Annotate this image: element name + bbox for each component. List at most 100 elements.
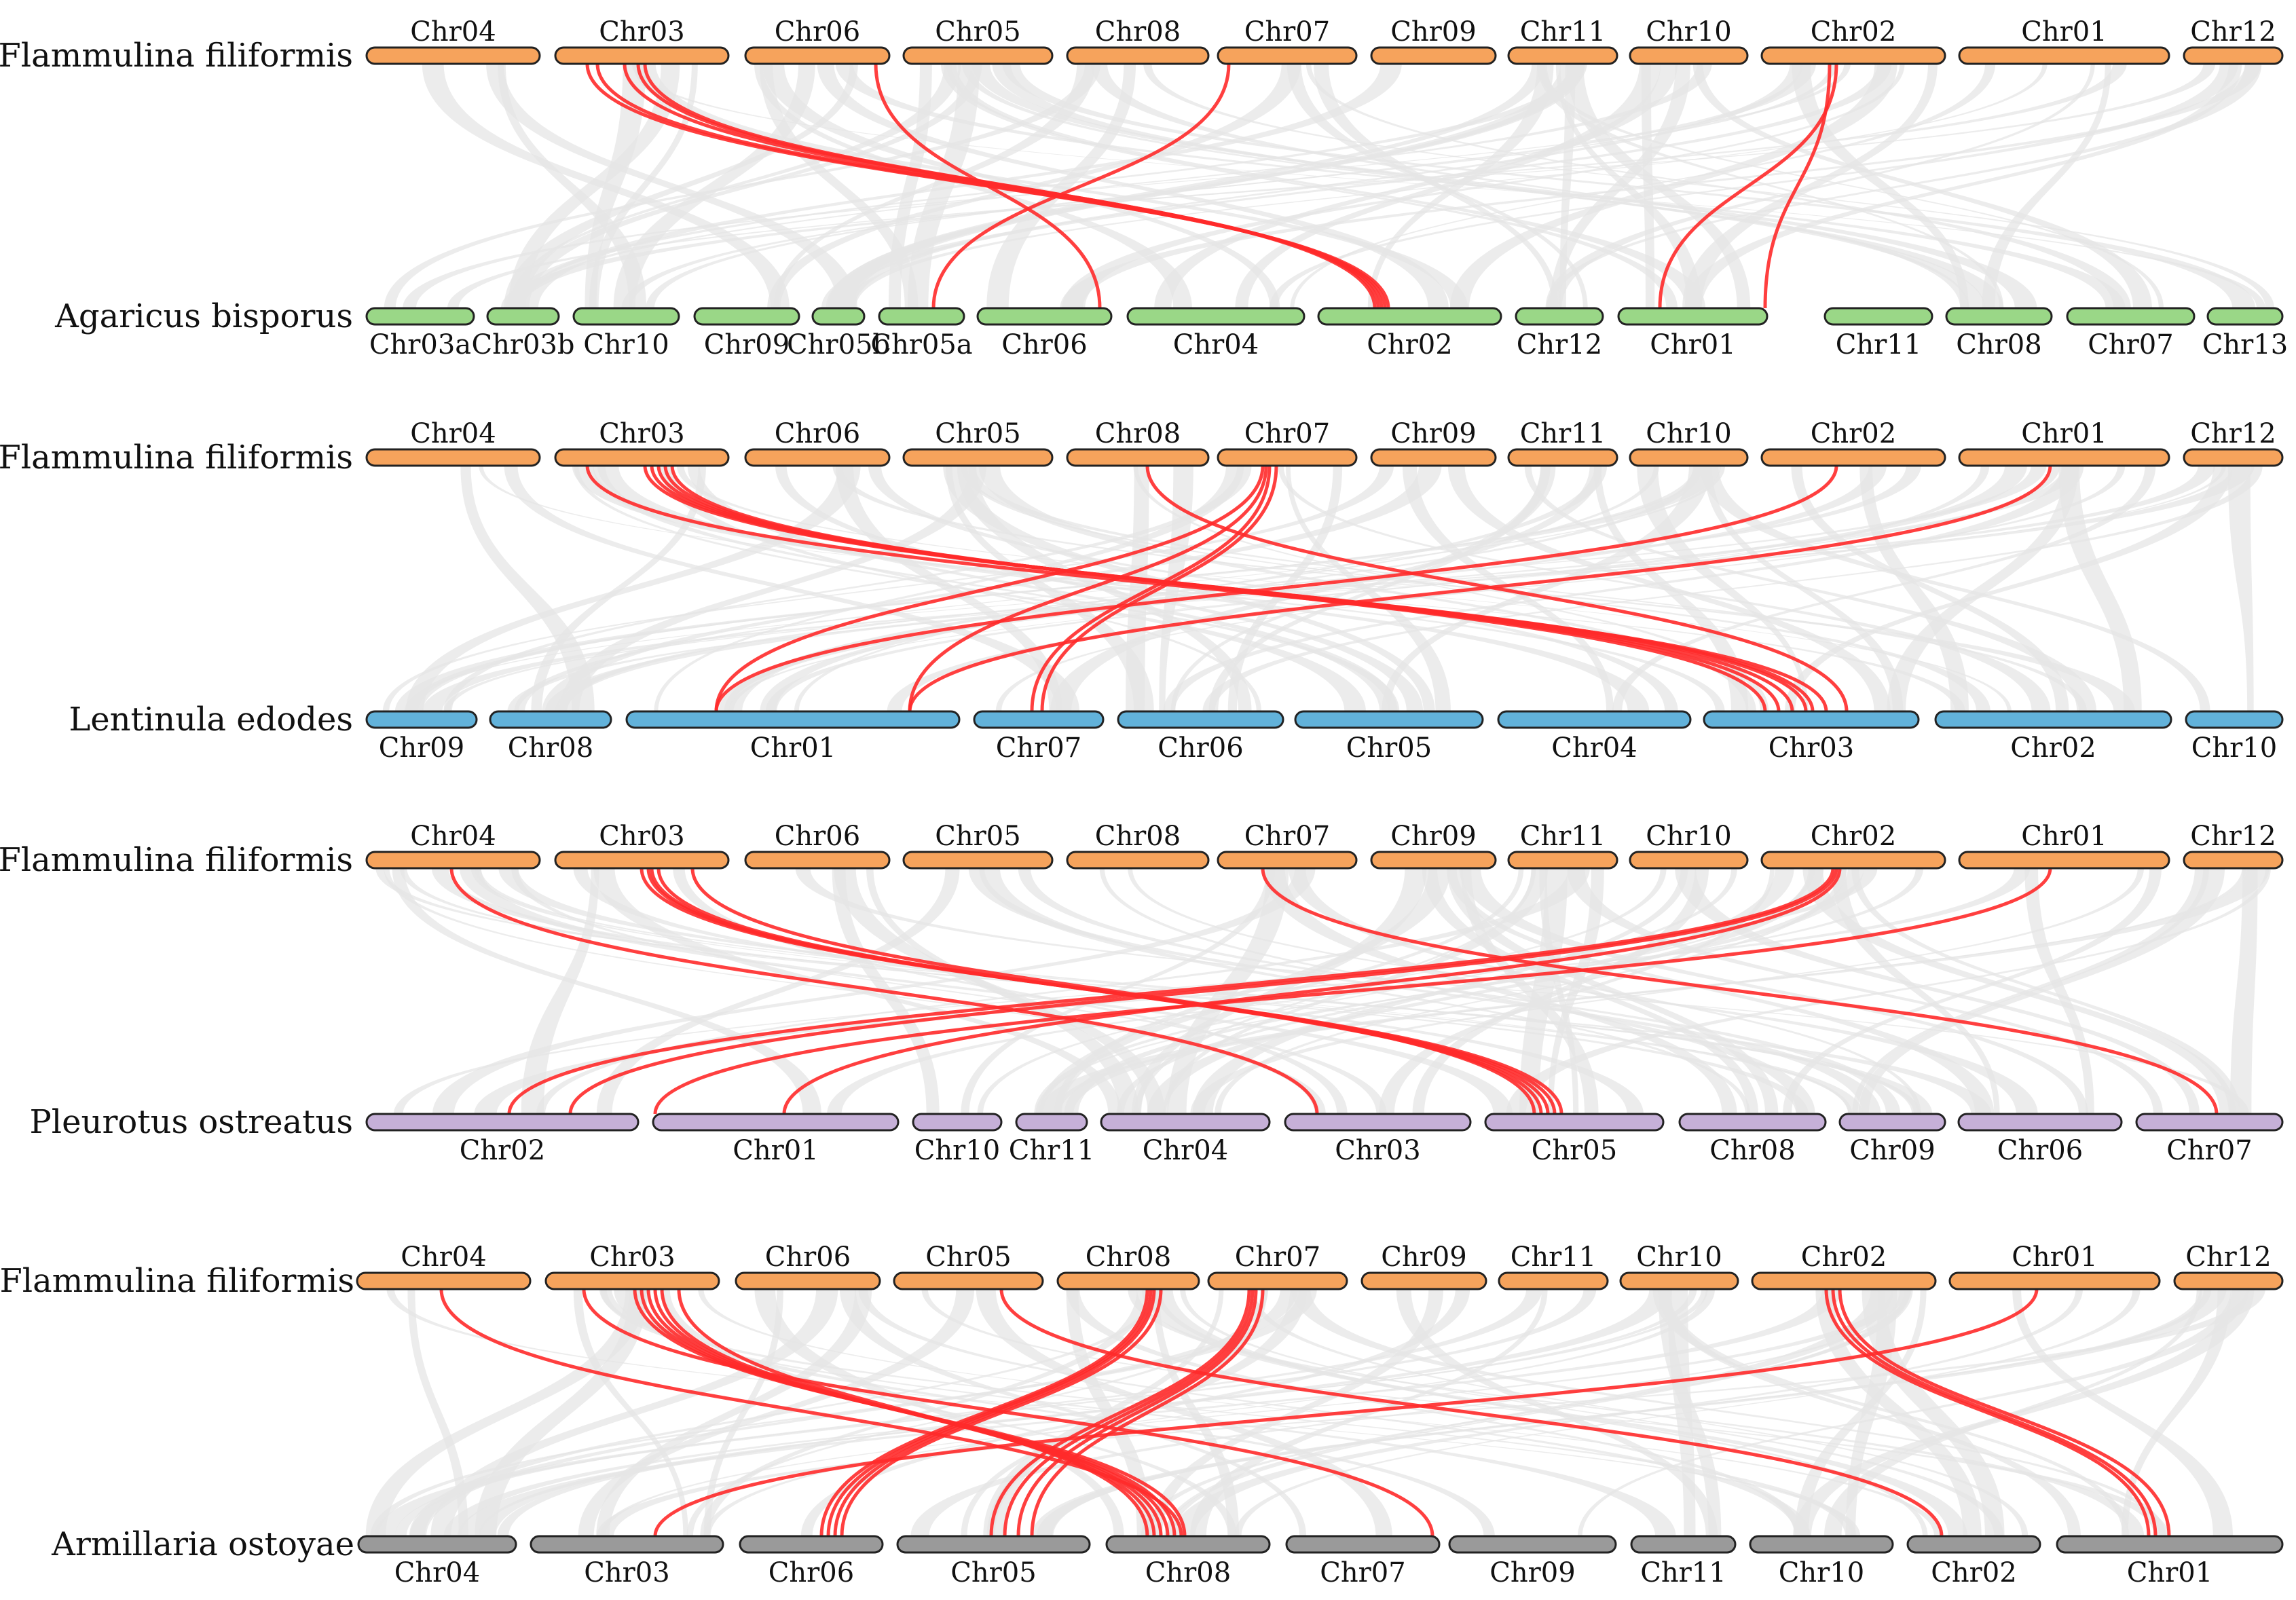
chromosome-bar — [544, 1271, 720, 1290]
chromosome-bar — [625, 710, 961, 729]
highlighted-synteny-link — [670, 465, 1767, 712]
background-synteny-band — [370, 1289, 1317, 1536]
chromosome-label: Chr05a — [870, 329, 972, 360]
background-synteny-band — [1794, 1289, 1927, 1536]
chromosome-bar — [1056, 1271, 1200, 1290]
highlighted-synteny-link — [826, 1288, 1153, 1537]
chromosome-bar — [1760, 851, 1946, 870]
background-synteny-band — [447, 64, 2216, 308]
background-synteny-band — [1247, 1289, 2029, 1536]
background-synteny-band — [460, 868, 1513, 1114]
chromosome-bar — [902, 851, 1054, 870]
background-synteny-band — [1128, 868, 2038, 1114]
chromosome-label: Chr13 — [2202, 329, 2288, 360]
chromosome-label: Chr02 — [460, 1135, 545, 1166]
background-synteny-band — [1147, 868, 1824, 1114]
background-synteny-band — [1402, 466, 1614, 711]
background-synteny-band — [500, 64, 2127, 308]
chromosome-label: Chr01 — [2021, 418, 2107, 449]
background-synteny-band — [1172, 1289, 2083, 1536]
background-synteny-band — [1367, 64, 1554, 308]
background-synteny-band — [759, 64, 919, 308]
background-synteny-band — [409, 1289, 1297, 1536]
background-synteny-band — [1559, 64, 1576, 308]
chromosome-bar — [2206, 307, 2284, 326]
background-synteny-band — [762, 64, 1280, 308]
background-synteny-band — [2230, 868, 2258, 1114]
background-synteny-band — [754, 1289, 1124, 1536]
chromosome-bar — [365, 307, 475, 326]
background-synteny-band — [1791, 466, 2069, 711]
highlighted-synteny-link — [1003, 1288, 1255, 1537]
chromosome-label: Chr08 — [1095, 418, 1181, 449]
chromosome-bar — [902, 46, 1054, 65]
chromosome-bar — [572, 307, 680, 326]
chromosome-label: Chr09 — [379, 732, 464, 764]
chromosome-bar — [356, 1271, 532, 1290]
highlighted-synteny-link — [1030, 1288, 1265, 1537]
chromosome-label: Chr01 — [2021, 16, 2107, 48]
background-synteny-band — [1002, 64, 2256, 308]
chromosome-bar — [878, 307, 965, 326]
background-synteny-band — [1190, 1289, 1548, 1536]
species-label: Flammulina filiformis — [0, 841, 353, 879]
background-synteny-band — [2121, 1289, 2232, 1536]
background-synteny-band — [1039, 868, 1524, 1114]
background-synteny-band — [754, 64, 1192, 308]
species-label: Flammulina filiformis — [0, 439, 353, 477]
background-synteny-band — [407, 1289, 468, 1536]
background-synteny-band — [1154, 64, 1678, 308]
chromosome-label: Chr01 — [2012, 1242, 2097, 1273]
background-synteny-band — [486, 64, 857, 308]
chromosome-label: Chr03 — [584, 1557, 669, 1588]
chromosome-bar — [1838, 1113, 1946, 1132]
background-synteny-band — [1859, 466, 1969, 711]
background-synteny-band — [1286, 466, 1451, 711]
chromosome-label: Chr03a — [369, 329, 471, 360]
chromosome-bar — [1370, 448, 1497, 467]
chromosome-label: Chr01 — [750, 732, 836, 764]
chromosome-bar — [489, 710, 612, 729]
background-synteny-band — [775, 466, 1424, 711]
background-synteny-band — [1641, 64, 1655, 308]
background-synteny-band — [1851, 868, 2241, 1114]
background-synteny-band — [475, 1289, 648, 1536]
background-synteny-band — [1038, 868, 2270, 1114]
background-synteny-band — [1060, 64, 2261, 308]
chromosome-label: Chr09 — [1849, 1135, 1935, 1166]
chromosome-bar — [365, 710, 478, 729]
background-synteny-band — [1141, 1289, 1968, 1536]
chromosome-label: Chr04 — [1143, 1135, 1228, 1166]
highlighted-synteny-link — [1831, 1288, 2158, 1537]
background-synteny-band — [596, 868, 960, 1114]
background-synteny-band — [443, 466, 1252, 711]
background-synteny-band — [1566, 868, 2164, 1114]
background-synteny-band — [907, 64, 980, 308]
background-synteny-band — [1578, 1289, 2249, 1536]
highlighted-synteny-link — [819, 1288, 1149, 1537]
background-synteny-band — [1018, 868, 1901, 1114]
chromosome-bar — [1934, 710, 2172, 729]
chromosome-bar — [1317, 307, 1502, 326]
chromosome-label: Chr11 — [1009, 1135, 1094, 1166]
chromosome-label: Chr11 — [1520, 821, 1606, 852]
chromosome-label: Chr02 — [1811, 821, 1896, 852]
background-synteny-band — [1536, 64, 2004, 308]
background-synteny-band — [1449, 64, 1897, 308]
highlighted-synteny-link — [677, 1288, 1149, 1537]
background-synteny-band — [409, 1289, 1160, 1536]
background-synteny-band — [1289, 868, 1921, 1114]
highlighted-synteny-link — [507, 868, 1835, 1115]
chromosome-label: Chr07 — [996, 732, 1081, 764]
background-synteny-band — [478, 1289, 1697, 1536]
chromosome-bar — [1703, 710, 1920, 729]
chromosome-bar — [2183, 46, 2284, 65]
background-synteny-band — [910, 1289, 1912, 1536]
background-synteny-band — [384, 868, 1326, 1114]
chromosome-bar — [1906, 1535, 2041, 1554]
highlighted-synteny-link — [833, 1288, 1156, 1537]
background-synteny-band — [703, 1289, 783, 1536]
chromosome-bar — [1958, 46, 2170, 65]
chromosome-label: Chr10 — [1636, 1242, 1722, 1273]
background-synteny-band — [600, 1289, 1908, 1536]
